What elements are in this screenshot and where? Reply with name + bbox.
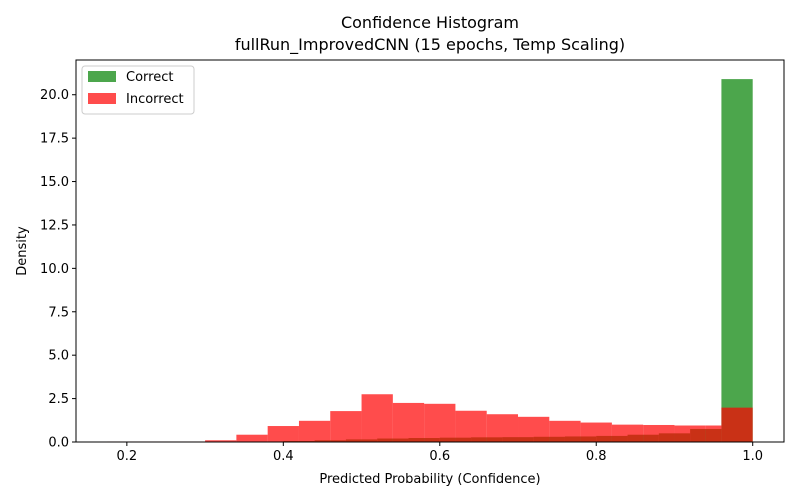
bar-incorrect-10 [424,403,456,442]
y-axis-ticks: 0.0 2.5 5.0 7.5 10.0 12.5 15.0 17.5 20.0 [40,88,76,451]
bar-incorrect-19 [705,425,722,442]
y-tick-label: 0.0 [48,436,69,451]
bar-incorrect-12 [486,414,519,442]
y-tick-label: 15.0 [40,175,69,190]
series-incorrect [107,394,753,442]
x-axis-ticks: 0.2 0.4 0.6 0.8 1.0 [117,442,763,464]
bar-incorrect-8 [361,394,393,442]
legend-swatch-correct [88,71,116,82]
chart-title: Confidence Histogram [341,13,519,32]
bar-incorrect-5 [267,426,299,442]
y-tick-label: 17.5 [40,132,69,147]
bar-correct-11 [439,437,472,442]
y-tick-label: 20.0 [40,88,69,103]
legend-label-correct: Correct [126,70,173,85]
bar-incorrect-14 [549,420,581,442]
chart-subtitle: fullRun_ImprovedCNN (15 epochs, Temp Sca… [235,35,625,55]
y-tick-label: 12.5 [40,218,69,233]
legend: Correct Incorrect [81,65,195,115]
y-tick-label: 7.5 [48,305,69,320]
bar-incorrect-17 [643,424,675,442]
x-axis-label: Predicted Probability (Confidence) [319,472,540,487]
bar-incorrect-15 [580,422,612,442]
bar-incorrect-6 [298,420,331,442]
y-tick-label: 5.0 [48,349,69,364]
bar-incorrect-13 [518,416,550,442]
legend-swatch-incorrect [88,93,116,104]
bar-correct-15 [564,436,597,442]
y-tick-label: 2.5 [48,392,69,407]
bar-incorrect-16 [611,424,644,442]
x-tick-label: 0.2 [117,449,138,464]
bar-correct-20 [721,79,753,442]
x-tick-label: 0.6 [429,449,450,464]
bar-incorrect-18 [674,425,706,442]
legend-label-incorrect: Incorrect [126,92,184,107]
y-axis-label: Density [15,226,30,276]
x-tick-label: 0.8 [586,449,607,464]
bar-incorrect-4 [236,434,268,442]
bar-incorrect-9 [392,402,425,442]
bar-correct-8 [345,439,378,442]
bar-incorrect-20 [721,407,753,442]
plot-frame [75,59,785,443]
bar-correct-18 [658,433,691,442]
bar-incorrect-7 [330,411,362,442]
bar-incorrect-11 [455,410,487,442]
x-tick-label: 0.4 [273,449,294,464]
bars-layer [107,79,753,442]
y-tick-label: 10.0 [40,262,69,277]
bar-incorrect-3 [205,440,237,442]
x-tick-label: 1.0 [742,449,763,464]
